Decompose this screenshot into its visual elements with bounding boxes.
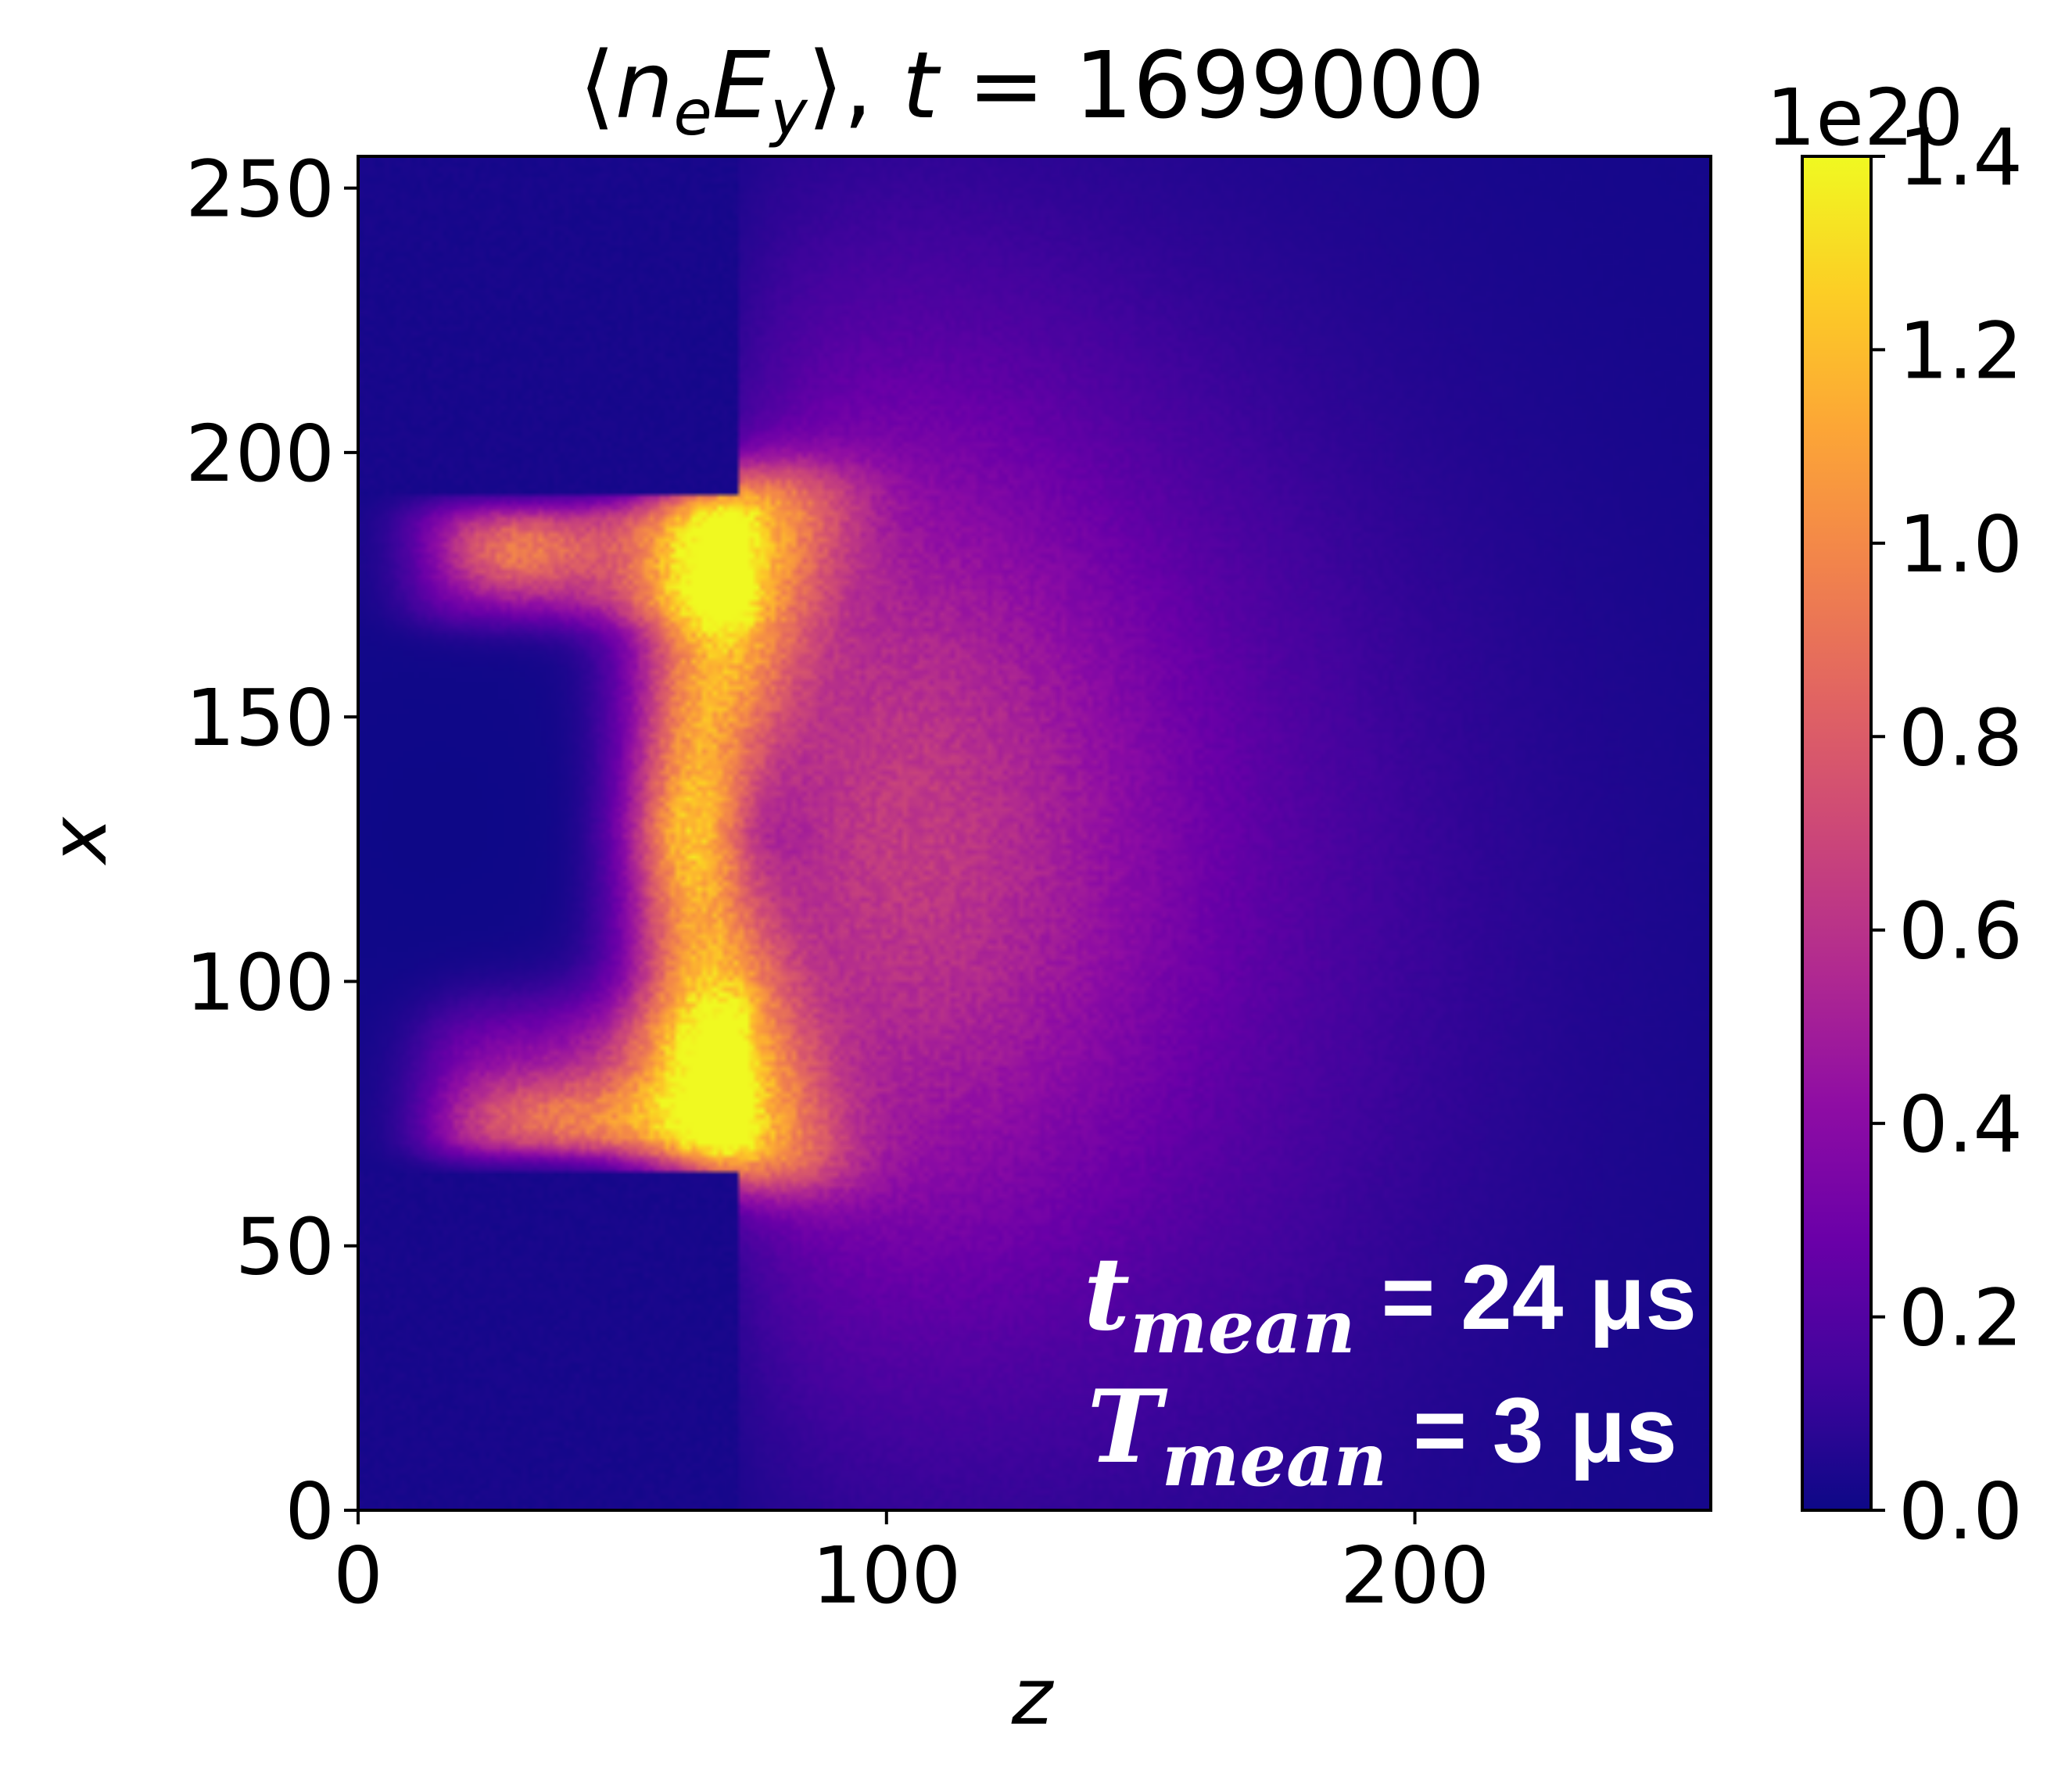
annotation-line-1: tmean = 24 μs xyxy=(1084,1236,1697,1370)
colorbar: 1e20 0.0 0.2 0.4 0.6 0.8 1.0 1.2 1.4 xyxy=(1766,72,2023,1557)
title-right-bracket: ⟩ xyxy=(808,31,844,139)
title-time-value: 1699000 xyxy=(1074,31,1486,139)
y-tick-label: 0 xyxy=(285,1466,335,1557)
colorbar-tick-label: 0.6 xyxy=(1898,886,2023,977)
plot-frame xyxy=(357,155,1712,1512)
annotation-T-value: = 3 μs xyxy=(1387,1379,1677,1482)
colorbar-tick-label: 1.0 xyxy=(1898,499,2023,590)
annotation-t-subscript: mean xyxy=(1130,1284,1356,1370)
annotation: tmean = 24 μs Tmean = 3 μs xyxy=(1084,1236,1697,1503)
y-tick-label: 100 xyxy=(185,936,335,1028)
x-axis-ticks: 0 100 200 xyxy=(333,1510,1489,1621)
colorbar-ticks: 0.0 0.2 0.4 0.6 0.8 1.0 1.2 1.4 xyxy=(1871,112,2023,1557)
y-tick-label: 50 xyxy=(235,1201,335,1293)
annotation-t-value: = 24 μs xyxy=(1356,1246,1697,1349)
chart-title: ⟨neEy⟩, t = 1699000 xyxy=(579,31,1486,149)
colorbar-tick-label: 1.2 xyxy=(1898,305,2023,396)
x-tick-label: 200 xyxy=(1340,1530,1489,1621)
colorbar-tick-label: 1.4 xyxy=(1898,112,2023,203)
title-left-bracket: ⟨ xyxy=(579,31,615,139)
annotation-T-symbol: T xyxy=(1088,1369,1168,1486)
heatmap xyxy=(358,156,1711,1510)
colorbar-tick-label: 0.2 xyxy=(1898,1273,2023,1364)
annotation-line-2: Tmean = 3 μs xyxy=(1088,1369,1678,1503)
colorbar-tick-label: 0.4 xyxy=(1898,1079,2023,1170)
y-tick-label: 250 xyxy=(185,144,335,235)
y-axis-ticks: 0 50 100 150 200 250 xyxy=(185,144,358,1557)
x-axis-label: z xyxy=(1011,1651,1055,1742)
colorbar-gradient xyxy=(1802,156,1871,1510)
title-equals: = xyxy=(938,31,1074,139)
y-axis-label: x xyxy=(33,816,124,866)
title-E-subscript: y xyxy=(769,77,808,149)
x-tick-label: 0 xyxy=(333,1530,383,1621)
title-E: E xyxy=(712,31,771,139)
annotation-t-symbol: t xyxy=(1084,1236,1130,1353)
y-tick-label: 200 xyxy=(185,408,335,500)
colorbar-multiplier: 1e20 xyxy=(1766,72,1963,163)
colorbar-tick-label: 0.0 xyxy=(1898,1466,2023,1557)
title-n: n xyxy=(615,31,674,139)
title-separator: , xyxy=(844,31,902,139)
x-tick-label: 100 xyxy=(812,1530,961,1621)
heatmap-image xyxy=(358,156,1711,1510)
title-t: t xyxy=(902,31,941,139)
colorbar-frame xyxy=(1801,155,1873,1512)
title-n-subscript: e xyxy=(673,77,712,149)
colorbar-tick-label: 0.8 xyxy=(1898,692,2023,783)
annotation-T-subscript: mean xyxy=(1162,1417,1388,1503)
y-tick-label: 150 xyxy=(185,672,335,764)
